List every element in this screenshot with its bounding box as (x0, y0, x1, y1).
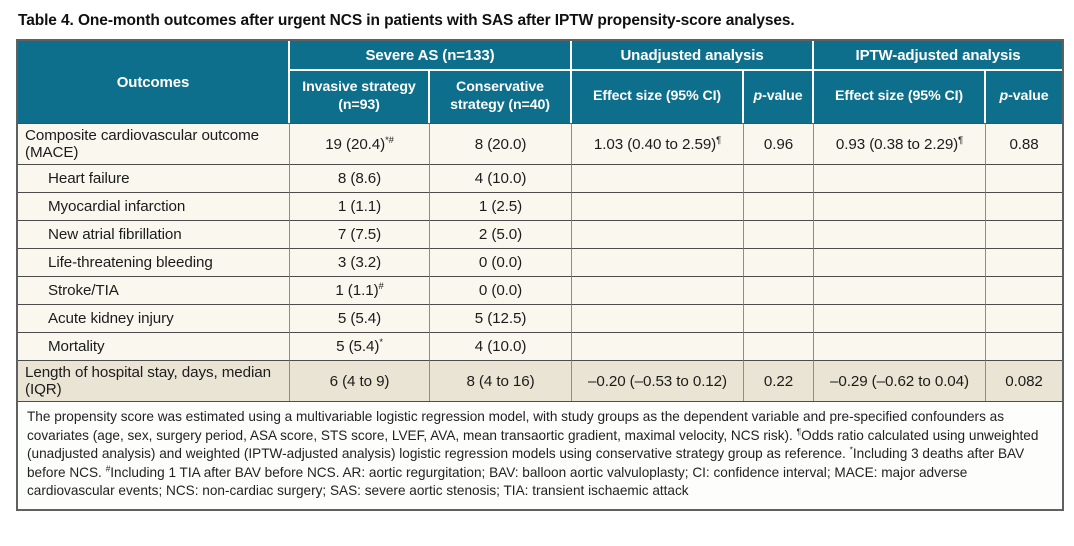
table-title: Table 4. One-month outcomes after urgent… (18, 12, 795, 29)
table-row: Composite cardiovascular outcome (MACE) 1… (18, 123, 1063, 164)
value-cell (572, 332, 745, 360)
subheader-iptw-pvalue: p-value (986, 71, 1063, 123)
value-cell (986, 220, 1063, 248)
value-cell (986, 192, 1063, 220)
value-cell (744, 276, 815, 304)
value-cell (572, 220, 745, 248)
value-cell: 0 (0.0) (430, 276, 573, 304)
outcome-cell: Heart failure (18, 164, 290, 192)
value-cell (814, 248, 987, 276)
outcome-cell: Stroke/TIA (18, 276, 290, 304)
value-cell: 7 (7.5) (290, 220, 430, 248)
value-cell: 1.03 (0.40 to 2.59)¶ (572, 123, 745, 164)
group-header-severe-as: Severe AS (n=133) (290, 41, 573, 71)
outcome-cell: Mortality (18, 332, 290, 360)
outcome-cell: Life-threatening bleeding (18, 248, 290, 276)
subheader-unadjusted-effect: Effect size (95% CI) (572, 71, 745, 123)
value-cell: 3 (3.2) (290, 248, 430, 276)
subheader-iptw-effect: Effect size (95% CI) (814, 71, 987, 123)
value-cell: 0.082 (986, 360, 1063, 401)
value-cell (814, 164, 987, 192)
value-cell (986, 276, 1063, 304)
value-cell (814, 332, 987, 360)
value-cell: 2 (5.0) (430, 220, 573, 248)
value-cell: –0.20 (–0.53 to 0.12) (572, 360, 745, 401)
value-cell (744, 192, 815, 220)
value-cell (572, 276, 745, 304)
outcome-cell: Composite cardiovascular outcome (MACE) (18, 123, 290, 164)
table-row: Heart failure 8 (8.6) 4 (10.0) (18, 164, 1063, 192)
value-cell: 0.22 (744, 360, 815, 401)
value-cell: 1 (2.5) (430, 192, 573, 220)
value-cell: 19 (20.4)*# (290, 123, 430, 164)
value-cell (986, 164, 1063, 192)
value-cell: 8 (20.0) (430, 123, 573, 164)
outcome-cell: Acute kidney injury (18, 304, 290, 332)
outcome-cell: Myocardial infarction (18, 192, 290, 220)
value-cell: 8 (4 to 16) (430, 360, 573, 401)
outcomes-table: Outcomes Severe AS (n=133) Unadjusted an… (16, 39, 1065, 512)
value-cell (572, 248, 745, 276)
footnote-text: The propensity score was estimated using… (18, 401, 1063, 510)
outcome-cell: New atrial fibrillation (18, 220, 290, 248)
table-row: Length of hospital stay, days, median (I… (18, 360, 1063, 401)
value-cell: –0.29 (–0.62 to 0.04) (814, 360, 987, 401)
value-cell (744, 248, 815, 276)
value-cell (986, 304, 1063, 332)
value-cell: 0 (0.0) (430, 248, 573, 276)
outcomes-header: Outcomes (18, 41, 290, 123)
value-cell: 5 (5.4) (290, 304, 430, 332)
group-header-unadjusted: Unadjusted analysis (572, 41, 815, 71)
value-cell: 5 (5.4)* (290, 332, 430, 360)
value-cell: 0.93 (0.38 to 2.29)¶ (814, 123, 987, 164)
value-cell (814, 304, 987, 332)
value-cell: 0.88 (986, 123, 1063, 164)
value-cell: 1 (1.1) (290, 192, 430, 220)
table-row: New atrial fibrillation 7 (7.5) 2 (5.0) (18, 220, 1063, 248)
table-row: Life-threatening bleeding 3 (3.2) 0 (0.0) (18, 248, 1063, 276)
value-cell: 1 (1.1)# (290, 276, 430, 304)
subheader-conservative: Conservative strategy (n=40) (430, 71, 573, 123)
footnote-row: The propensity score was estimated using… (18, 401, 1063, 510)
value-cell: 4 (10.0) (430, 332, 573, 360)
value-cell (744, 332, 815, 360)
value-cell (744, 164, 815, 192)
value-cell (814, 276, 987, 304)
group-header-iptw: IPTW-adjusted analysis (814, 41, 1063, 71)
table-row: Mortality 5 (5.4)* 4 (10.0) (18, 332, 1063, 360)
subheader-row: Invasive strategy (n=93) Conservative str… (18, 71, 1063, 123)
table-row: Acute kidney injury 5 (5.4) 5 (12.5) (18, 304, 1063, 332)
outcome-cell: Length of hospital stay, days, median (I… (18, 360, 290, 401)
value-cell: 0.96 (744, 123, 815, 164)
value-cell: 6 (4 to 9) (290, 360, 430, 401)
header-group-row: Outcomes Severe AS (n=133) Unadjusted an… (18, 41, 1063, 123)
value-cell (744, 304, 815, 332)
table-row: Myocardial infarction 1 (1.1) 1 (2.5) (18, 192, 1063, 220)
value-cell (572, 192, 745, 220)
value-cell: 4 (10.0) (430, 164, 573, 192)
value-cell (814, 192, 987, 220)
value-cell (986, 332, 1063, 360)
value-cell: 8 (8.6) (290, 164, 430, 192)
value-cell (744, 220, 815, 248)
subheader-unadjusted-pvalue: p-value (744, 71, 815, 123)
subheader-invasive: Invasive strategy (n=93) (290, 71, 430, 123)
value-cell: 5 (12.5) (430, 304, 573, 332)
value-cell (814, 220, 987, 248)
value-cell (572, 304, 745, 332)
value-cell (572, 164, 745, 192)
value-cell (986, 248, 1063, 276)
table-row: Stroke/TIA 1 (1.1)# 0 (0.0) (18, 276, 1063, 304)
